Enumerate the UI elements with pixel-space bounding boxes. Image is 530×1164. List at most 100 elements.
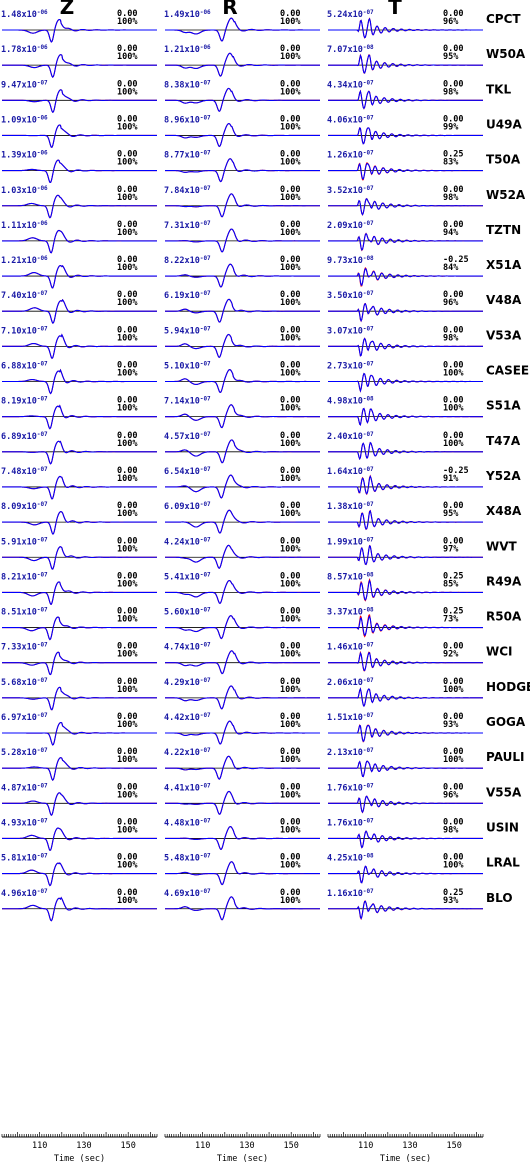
observed-trace-t [328, 580, 483, 601]
fit-percent-r: 100% [280, 790, 301, 800]
amplitude-label-r: 7.31x10-07 [164, 220, 211, 231]
amplitude-exponent: -08 [363, 853, 374, 860]
synthetic-trace-t [328, 901, 483, 918]
station-name: LRAL [486, 856, 520, 870]
amplitude-exponent: -07 [37, 782, 48, 789]
station-name: CPCT [486, 12, 521, 26]
amplitude-exponent: -07 [37, 361, 48, 368]
tick-label-130: 130 [239, 1141, 254, 1151]
amplitude-label-z: 1.39x10-06 [1, 150, 48, 161]
fit-percent-z: 100% [117, 439, 138, 449]
tick-label-110: 110 [358, 1141, 373, 1151]
fit-percent-t: 96% [443, 790, 459, 800]
amplitude-exponent: -07 [200, 677, 211, 684]
amplitude-exponent: -08 [363, 255, 374, 262]
amplitude-label-t: 3.52x10-07 [327, 185, 374, 196]
amplitude-label-t: 3.50x10-07 [327, 290, 374, 301]
amplitude-label-r: 4.29x10-07 [164, 677, 211, 688]
amplitude-label-t: 1.38x10-07 [327, 501, 374, 512]
amplitude-label-z: 4.87x10-07 [1, 782, 48, 793]
amplitude-exponent: -07 [37, 607, 48, 614]
fit-percent-z: 100% [117, 615, 138, 625]
amplitude-exponent: -07 [200, 150, 211, 157]
amplitude-label-t: 4.06x10-07 [327, 114, 374, 125]
fit-percent-z: 100% [117, 825, 138, 835]
fit-percent-z: 100% [117, 720, 138, 730]
amplitude-label-t: 1.76x10-07 [327, 782, 374, 793]
tick-label-130: 130 [76, 1141, 91, 1151]
fit-percent-z: 100% [117, 474, 138, 484]
amplitude-label-t: 2.09x10-07 [327, 220, 374, 231]
fit-percent-t: 84% [443, 263, 459, 273]
fit-percent-r: 100% [280, 474, 301, 484]
amplitude-label-z: 1.09x10-06 [1, 114, 48, 125]
amplitude-exponent: -07 [200, 853, 211, 860]
observed-trace-t [328, 476, 483, 494]
station-row-s51a: 8.19x10-07 0.00100%7.14x10-07 0.00100%4.98… [1, 396, 521, 429]
amplitude-exponent: -06 [200, 9, 211, 16]
fit-percent-z: 100% [117, 122, 138, 132]
station-name: V53A [486, 328, 522, 342]
amplitude-exponent: -07 [200, 185, 211, 192]
amplitude-exponent: -07 [363, 361, 374, 368]
station-name: V55A [486, 785, 522, 799]
station-name: S51A [486, 399, 521, 413]
amplitude-label-z: 1.21x10-06 [1, 255, 48, 266]
amplitude-label-t: 1.76x10-07 [327, 817, 374, 828]
amplitude-exponent: -07 [37, 466, 48, 473]
fit-percent-t: 95% [443, 52, 459, 62]
amplitude-label-r: 5.10x10-07 [164, 361, 211, 372]
fit-percent-t: 96% [443, 298, 459, 308]
axis-title: Time (sec) [217, 1154, 268, 1164]
synthetic-trace-t [328, 164, 483, 179]
tick-label-150: 150 [284, 1141, 299, 1151]
time-axis-z: 110 130 150Time (sec) [2, 1132, 157, 1164]
station-row-goga: 6.97x10-07 0.00100%4.42x10-07 0.00100%1.51… [1, 712, 526, 745]
amplitude-label-z: 6.97x10-07 [1, 712, 48, 723]
fit-percent-z: 100% [117, 87, 138, 97]
amplitude-exponent: -06 [37, 220, 48, 227]
amplitude-label-z: 5.68x10-07 [1, 677, 48, 688]
amplitude-exponent: -07 [37, 290, 48, 297]
station-name: W52A [486, 188, 526, 202]
amplitude-exponent: -07 [363, 466, 374, 473]
amplitude-exponent: -07 [200, 114, 211, 121]
amplitude-label-t: 4.98x10-08 [327, 396, 374, 407]
station-row-w50a: 1.78x10-06 0.00100%1.21x10-06 0.00100%7.07… [1, 44, 526, 77]
amplitude-label-t: 4.25x10-08 [327, 853, 374, 864]
amplitude-label-z: 6.89x10-07 [1, 431, 48, 442]
amplitude-exponent: -07 [363, 677, 374, 684]
station-name: BLO [486, 891, 513, 905]
fit-percent-r: 100% [280, 122, 301, 132]
synthetic-trace-t [328, 19, 483, 38]
amplitude-exponent: -07 [200, 782, 211, 789]
amplitude-exponent: -07 [363, 501, 374, 508]
fit-percent-z: 100% [117, 650, 138, 660]
amplitude-label-r: 6.09x10-07 [164, 501, 211, 512]
station-name: TKL [486, 82, 511, 96]
amplitude-exponent: -07 [363, 642, 374, 649]
amplitude-label-z: 8.51x10-07 [1, 607, 48, 618]
station-row-y52a: 7.48x10-07 0.00100%6.54x10-07 0.00100%1.64… [1, 466, 521, 499]
fit-percent-t: 92% [443, 650, 459, 660]
station-row-cpct: 1.48x10-06 0.00100%1.49x10-06 0.00100%5.24… [1, 9, 521, 42]
amplitude-exponent: -07 [200, 712, 211, 719]
fit-percent-z: 100% [117, 544, 138, 554]
amplitude-label-r: 4.69x10-07 [164, 888, 211, 899]
fit-percent-t: 85% [443, 579, 459, 589]
amplitude-exponent: -07 [37, 571, 48, 578]
amplitude-label-z: 8.19x10-07 [1, 396, 48, 407]
fit-percent-r: 100% [280, 333, 301, 343]
amplitude-exponent: -07 [37, 501, 48, 508]
amplitude-label-r: 4.57x10-07 [164, 431, 211, 442]
amplitude-exponent: -07 [37, 712, 48, 719]
fit-percent-r: 100% [280, 825, 301, 835]
amplitude-label-r: 8.96x10-07 [164, 114, 211, 125]
station-row-x51a: 1.21x10-06 0.00100%8.22x10-07 0.00100%9.73… [1, 255, 522, 288]
observed-trace-t [328, 199, 483, 215]
fit-percent-t: 96% [443, 17, 459, 27]
amplitude-exponent: -07 [200, 361, 211, 368]
observed-trace-t [328, 163, 483, 180]
observed-trace-t [328, 511, 483, 530]
